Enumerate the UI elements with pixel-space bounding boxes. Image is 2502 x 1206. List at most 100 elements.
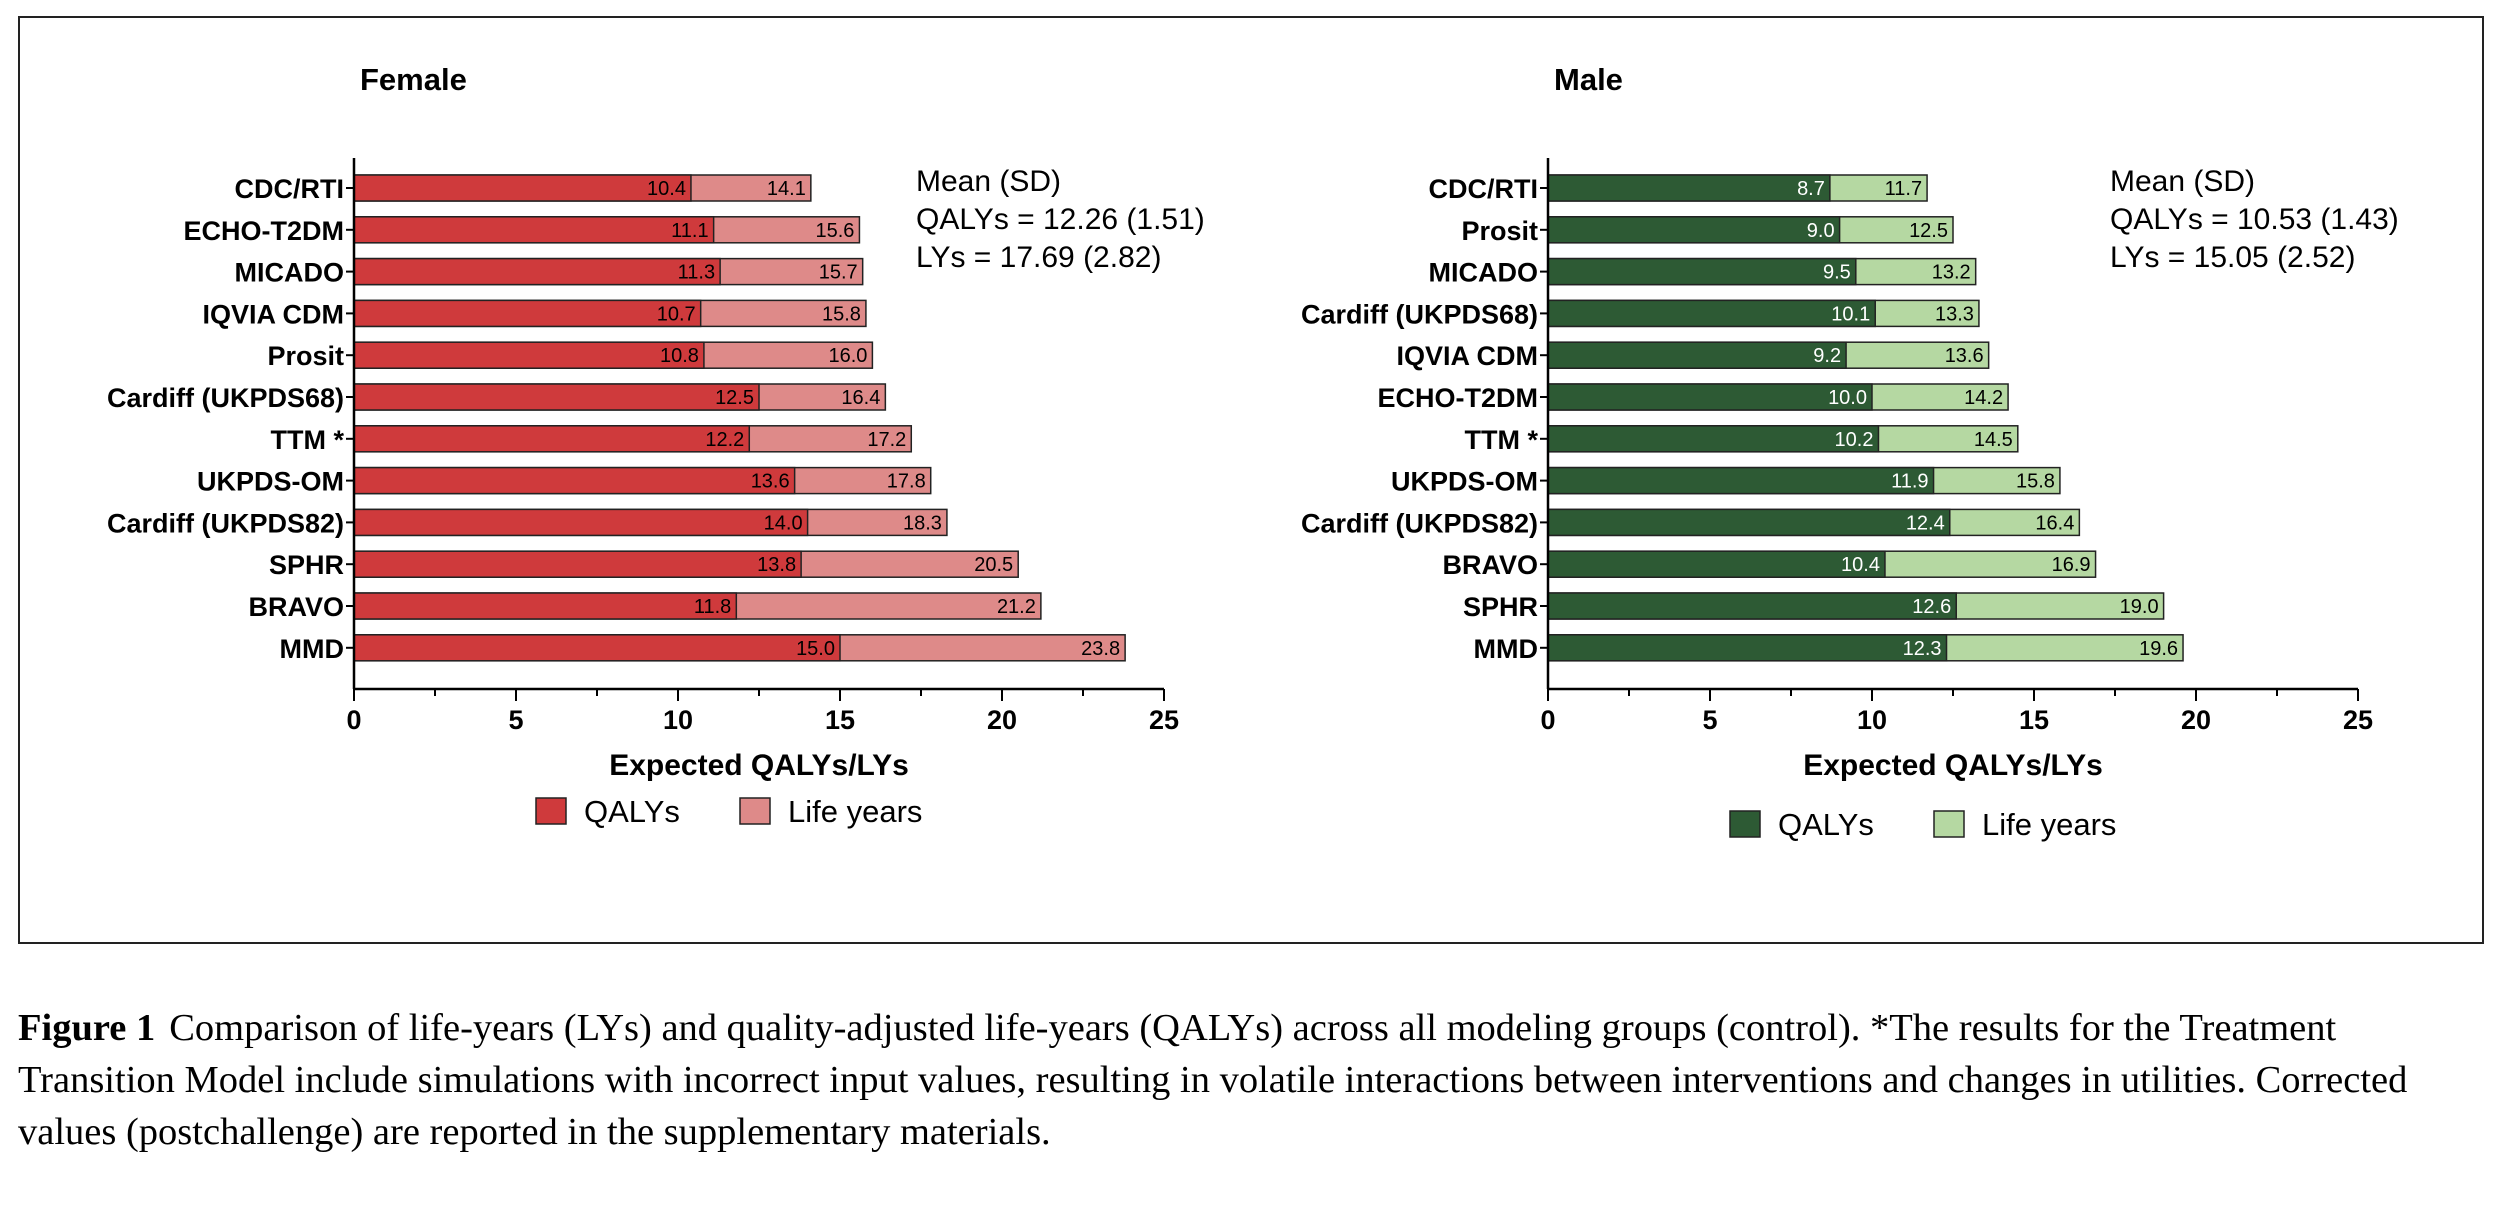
- data-label-life-years: 11.7: [1885, 178, 1922, 200]
- bar-qalys: [1547, 299, 1876, 328]
- data-label-qalys: 9.2: [1813, 345, 1841, 367]
- category-label: SPHR: [269, 550, 344, 580]
- data-label-life-years: 13.3: [1935, 303, 1974, 325]
- stats-line: QALYs = 10.53 (1.43): [2110, 203, 2399, 236]
- bar-qalys: [353, 466, 796, 495]
- bar-qalys: [353, 634, 841, 662]
- data-label-qalys: 10.2: [1835, 429, 1874, 451]
- chart-panel-male: Male 8.7 11.7 CDC/RTI 9.0 12.5 Prosit 9.5 13.2 MI…: [1301, 62, 2399, 842]
- stats-line: Mean (SD): [916, 165, 1061, 198]
- legend-swatch-qalys: [535, 797, 567, 825]
- x-tick-label: 10: [1857, 705, 1887, 735]
- bar-qalys: [1547, 341, 1847, 369]
- legend-label-life-years: Life years: [788, 794, 922, 829]
- data-label-life-years: 17.2: [867, 429, 906, 451]
- data-label-life-years: 23.8: [1081, 638, 1120, 660]
- panel-title: Female: [360, 62, 467, 97]
- stats-line: LYs = 17.69 (2.82): [916, 241, 1161, 274]
- x-tick-label: 0: [1540, 705, 1555, 735]
- bar-qalys: [1547, 257, 1857, 286]
- category-label: IQVIA CDM: [1397, 341, 1539, 371]
- data-label-qalys: 14.0: [764, 512, 803, 534]
- legend-label-qalys: QALYs: [584, 794, 680, 829]
- legend-label-life-years: Life years: [1982, 807, 2116, 842]
- category-label: ECHO-T2DM: [184, 216, 345, 246]
- data-label-life-years: 16.0: [828, 345, 867, 367]
- bar-qalys: [353, 216, 715, 244]
- legend-swatch-qalys: [1729, 810, 1761, 838]
- category-label: Cardiff (UKPDS82): [1301, 508, 1538, 538]
- bar-qalys: [1547, 466, 1935, 495]
- data-label-life-years: 19.0: [2120, 596, 2159, 618]
- category-label: MICADO: [235, 258, 345, 288]
- panel-title: Male: [1554, 62, 1623, 97]
- data-label-life-years: 15.8: [2016, 471, 2055, 493]
- category-label: TTM *: [1465, 425, 1539, 455]
- legend-swatch-life-years: [739, 797, 771, 825]
- chart-panel-female: Female 10.4 14.1 CDC/RTI 11.1 15.6 ECHO-T2DM 11…: [107, 62, 1205, 829]
- x-tick-label: 5: [1702, 705, 1717, 735]
- stats-line: QALYs = 12.26 (1.51): [916, 203, 1205, 236]
- bar-qalys: [1547, 550, 1886, 578]
- stats-line: LYs = 15.05 (2.52): [2110, 241, 2355, 274]
- category-label: MICADO: [1429, 258, 1539, 288]
- caption-label: Figure 1: [18, 1007, 156, 1049]
- x-tick-label: 15: [2019, 705, 2049, 735]
- category-label: IQVIA CDM: [203, 299, 345, 329]
- x-tick-label: 5: [508, 705, 523, 735]
- data-label-life-years: 13.2: [1932, 262, 1971, 284]
- data-label-life-years: 14.1: [767, 178, 806, 200]
- bar-qalys: [353, 174, 692, 202]
- data-label-life-years: 14.5: [1974, 429, 2013, 451]
- x-tick-label: 25: [1149, 705, 1179, 735]
- x-tick-label: 0: [346, 705, 361, 735]
- data-label-qalys: 12.4: [1906, 512, 1945, 534]
- category-label: UKPDS-OM: [1391, 467, 1538, 497]
- category-label: SPHR: [1463, 592, 1538, 622]
- data-label-qalys: 10.7: [657, 303, 696, 325]
- bar-qalys: [353, 425, 751, 453]
- bar-qalys: [353, 257, 721, 286]
- chart-canvas: Female 10.4 14.1 CDC/RTI 11.1 15.6 ECHO-T2DM 11…: [107, 62, 2399, 842]
- data-label-qalys: 10.0: [1828, 387, 1867, 409]
- bar-qalys: [1547, 508, 1951, 537]
- data-label-qalys: 8.7: [1797, 178, 1825, 200]
- bar-qalys: [353, 508, 809, 537]
- data-label-qalys: 9.0: [1807, 220, 1835, 242]
- x-tick-label: 25: [2343, 705, 2373, 735]
- data-label-life-years: 20.5: [974, 554, 1013, 576]
- data-label-life-years: 14.2: [1964, 387, 2003, 409]
- caption-text: Comparison of life-years (LYs) and quali…: [18, 1007, 2408, 1153]
- x-axis-title: Expected QALYs/LYs: [609, 749, 909, 782]
- category-label: BRAVO: [1442, 550, 1538, 580]
- category-label: Cardiff (UKPDS68): [1301, 299, 1538, 329]
- x-tick-label: 10: [663, 705, 693, 735]
- x-tick-label: 20: [2181, 705, 2211, 735]
- bar-qalys: [353, 383, 760, 411]
- data-label-life-years: 12.5: [1909, 220, 1948, 242]
- data-label-life-years: 21.2: [997, 596, 1036, 618]
- bar-qalys: [1547, 174, 1831, 202]
- data-label-life-years: 18.3: [903, 512, 942, 534]
- bar-qalys: [1547, 425, 1880, 453]
- x-axis-title: Expected QALYs/LYs: [1803, 749, 2103, 782]
- category-label: MMD: [1474, 634, 1538, 664]
- bar-qalys: [1547, 216, 1841, 244]
- data-label-qalys: 11.9: [1891, 471, 1928, 493]
- data-label-life-years: 13.6: [1945, 345, 1984, 367]
- data-label-qalys: 12.6: [1912, 596, 1951, 618]
- data-label-qalys: 9.5: [1823, 262, 1851, 284]
- bar-qalys: [1547, 634, 1948, 662]
- bar-qalys: [353, 550, 802, 578]
- data-label-life-years: 15.8: [822, 303, 861, 325]
- stats-line: Mean (SD): [2110, 165, 2255, 198]
- data-label-qalys: 12.3: [1903, 638, 1942, 660]
- data-label-qalys: 10.4: [647, 178, 686, 200]
- category-label: ECHO-T2DM: [1378, 383, 1539, 413]
- data-label-qalys: 12.2: [705, 429, 744, 451]
- category-label: Cardiff (UKPDS82): [107, 508, 344, 538]
- category-label: MMD: [280, 634, 344, 664]
- bar-qalys: [353, 592, 738, 620]
- legend-swatch-life-years: [1933, 810, 1965, 838]
- bar-qalys: [353, 299, 702, 328]
